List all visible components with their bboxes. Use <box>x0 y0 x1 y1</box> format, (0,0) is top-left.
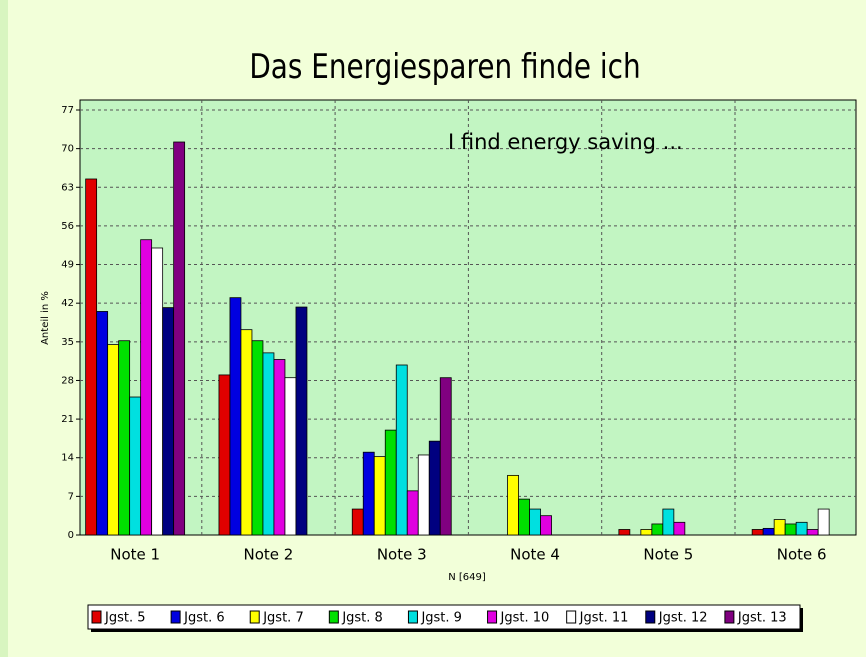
bar <box>129 396 142 536</box>
bar <box>529 508 541 536</box>
bar <box>151 247 164 536</box>
y-tick-label: 63 <box>61 182 74 193</box>
bar <box>507 474 519 536</box>
bar <box>662 508 675 536</box>
bar <box>140 239 153 536</box>
bar <box>618 529 631 536</box>
bar <box>762 527 775 536</box>
bar <box>395 364 408 536</box>
bar <box>240 329 253 536</box>
y-tick-label: 70 <box>61 144 74 155</box>
bar <box>85 178 98 536</box>
bar <box>651 523 664 536</box>
legend-label: Jgst. 12 <box>658 611 708 626</box>
bar <box>118 340 131 536</box>
bar <box>96 311 109 536</box>
legend-label: Jgst. 10 <box>500 611 550 626</box>
y-tick-label: 35 <box>61 337 74 348</box>
bar <box>518 498 530 536</box>
bar <box>795 521 808 536</box>
legend-label: Jgst. 6 <box>183 611 225 626</box>
legend-swatch <box>328 610 339 624</box>
y-tick-label: 56 <box>61 221 74 232</box>
legend-swatch <box>170 610 181 624</box>
bar <box>262 352 275 536</box>
left-strip <box>0 0 8 657</box>
y-tick-label: 14 <box>61 453 74 464</box>
bar <box>351 508 364 536</box>
legend-shadow <box>91 629 803 632</box>
y-tick-label: 28 <box>61 375 74 386</box>
legend-swatch <box>724 610 735 624</box>
bar <box>406 490 419 536</box>
y-tick-label: 49 <box>61 260 74 271</box>
bar <box>417 454 430 536</box>
bar <box>439 377 452 536</box>
legend-label: Jgst. 13 <box>737 611 787 626</box>
y-tick-label: 77 <box>61 105 74 116</box>
y-tick-label: 21 <box>61 414 74 425</box>
legend-shadow <box>800 608 803 632</box>
bar <box>284 377 297 536</box>
bar <box>173 141 186 536</box>
y-tick-label: 42 <box>61 298 74 309</box>
bar <box>540 515 552 536</box>
legend-swatch <box>645 610 656 624</box>
bar <box>773 519 786 536</box>
x-tick-label: Note 6 <box>777 546 827 564</box>
legend-swatch <box>249 610 260 624</box>
bar <box>251 340 264 536</box>
bar <box>428 440 441 536</box>
legend-label: Jgst. 7 <box>262 611 304 626</box>
y-axis-label: Anteil in % <box>40 291 51 345</box>
legend-label: Jgst. 8 <box>341 611 383 626</box>
x-tick-label: Note 3 <box>377 546 427 564</box>
legend-swatch <box>566 610 577 624</box>
bar <box>107 344 120 536</box>
bar <box>817 508 830 536</box>
bar <box>751 529 764 536</box>
legend-swatch <box>487 610 498 624</box>
chart-title: Das Energiesparen finde ich <box>249 47 640 86</box>
bar <box>673 521 686 536</box>
bar <box>640 529 653 536</box>
bar <box>806 529 819 536</box>
bar <box>218 374 231 536</box>
bar <box>784 523 797 536</box>
bar <box>273 359 286 536</box>
x-tick-label: Note 5 <box>643 546 693 564</box>
legend-swatch <box>91 610 102 624</box>
x-axis-label: N [649] <box>448 572 486 583</box>
x-tick-label: Note 4 <box>510 546 560 564</box>
legend-box <box>87 604 801 630</box>
x-tick-label: Note 1 <box>110 546 160 564</box>
bar <box>162 307 175 536</box>
bar <box>373 456 386 536</box>
bar <box>384 429 397 536</box>
bar <box>362 451 375 536</box>
x-tick-label: Note 2 <box>244 546 294 564</box>
legend-label: Jgst. 9 <box>420 611 462 626</box>
legend-label: Jgst. 11 <box>579 611 629 626</box>
bar <box>295 306 308 536</box>
annotation: I find energy saving ... <box>448 130 683 154</box>
y-tick-label: 7 <box>68 491 74 502</box>
bar <box>229 297 242 536</box>
legend-label: Jgst. 5 <box>104 611 146 626</box>
legend-swatch <box>407 610 418 624</box>
y-tick-label: 0 <box>68 530 74 541</box>
